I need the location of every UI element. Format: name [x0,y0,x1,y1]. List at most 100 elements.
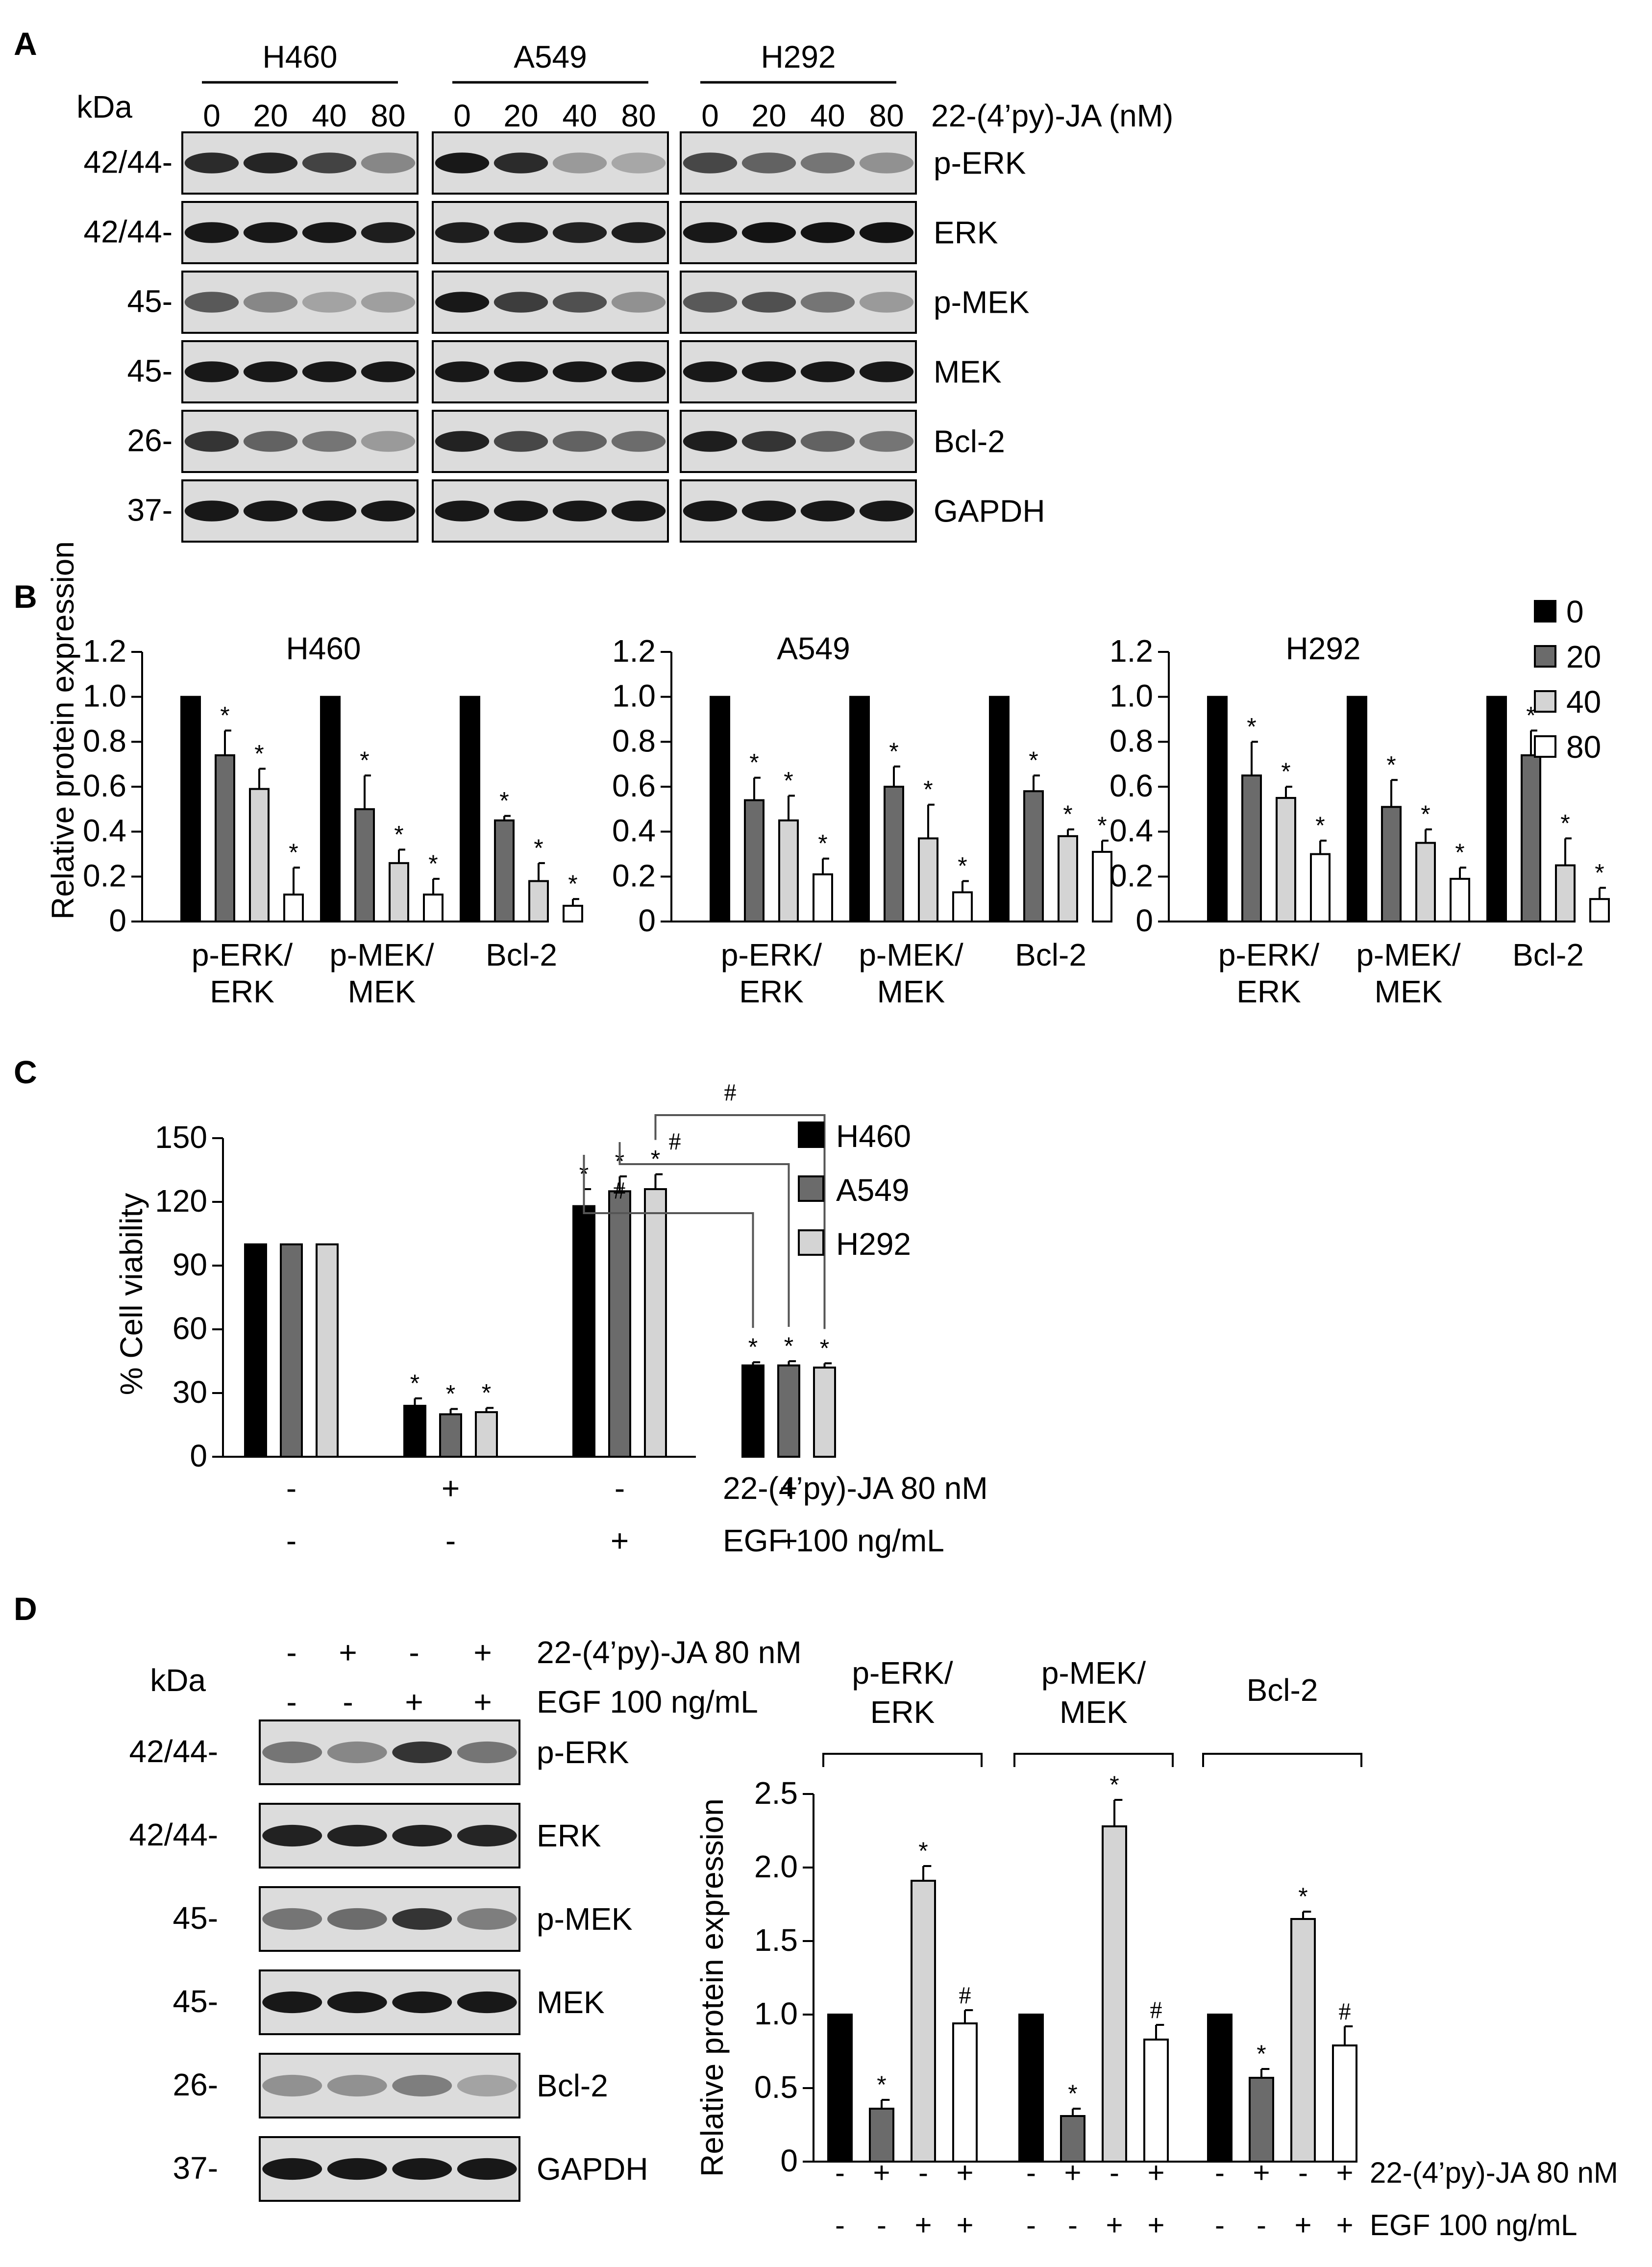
blot-band [435,431,490,452]
blot-band [457,1908,517,1930]
group-bracket [1013,1753,1174,1767]
blot-band [302,152,357,174]
significance-star: * [1386,751,1396,778]
blot-band [361,361,416,382]
panel-d-treatment-label-1: 22-(4’py)-JA 80 nM [537,1635,802,1670]
group-label-line: p-ERK/ [852,1655,953,1691]
bar [1290,1918,1316,2163]
kda-marker: 45- [127,284,173,319]
blot-band [611,292,666,313]
protein-label: MEK [934,354,1002,390]
blot-band [184,152,239,174]
legend-swatch [1534,645,1556,668]
group-label-line: ERK [870,1694,935,1730]
treatment-label: 22-(4’py)-JA (nM) [931,98,1173,133]
treatment-sign: - [835,2156,845,2189]
treatment-sign: + [339,1635,357,1670]
blot-band [741,361,796,382]
kda-marker: 37- [127,493,173,528]
treatment-sign: - [1110,2156,1119,2189]
blot-band [552,431,607,452]
category-label-line: MEK [348,974,416,1009]
blot-band [327,1824,387,1847]
blot-band [552,361,607,382]
protein-label: Bcl-2 [537,2068,608,2103]
significance-star: * [1029,747,1038,774]
bar [778,819,799,922]
bar [563,904,583,922]
panel-c-cell-viability-chart: % Cell viability 22-(4’py)-JA 80 nM EGF … [114,1078,988,1558]
category-label: Bcl-2 [486,937,557,972]
legend-swatch [1534,690,1556,713]
bar [1060,2115,1085,2163]
blot-band [683,500,738,522]
lane-label: 40 [810,98,845,133]
blot-band [435,292,490,313]
protein-label: MEK [537,1985,605,2020]
blot-band [435,152,490,174]
treatment-sign: + [1147,2209,1164,2242]
blot-band [435,222,490,243]
treatment-sign: - [343,1684,353,1719]
legend-swatch [798,1121,824,1148]
blot-band [392,2074,452,2097]
bar [1332,2044,1357,2163]
y-tick-label: 1.0 [83,678,126,714]
blot-band [457,1741,517,1764]
protein-label: Bcl-2 [934,424,1005,459]
group-label-line: MEK [1060,1694,1128,1730]
legend-swatch [798,1229,824,1256]
y-tick-label: 0.2 [83,858,126,893]
bar [1555,864,1576,922]
protein-label: GAPDH [537,2151,648,2187]
treatment-sign: - [1257,2209,1266,2242]
category-label-line: p-ERK/ [192,937,293,972]
treatment-sign: + [873,2156,890,2189]
category-label-line: MEK [877,974,945,1009]
protein-label: ERK [934,215,998,250]
bar [849,696,870,922]
blot-band [243,361,298,382]
lane-label: 40 [562,98,597,133]
category-label-line: p-MEK/ [329,937,434,972]
blot-band [361,222,416,243]
category-label: p-MEK/MEK [859,937,963,1009]
blot-band [741,152,796,174]
panel-c-y-axis-label: % Cell viability [114,1193,149,1395]
panel-a-western-blots: kDa 22-(4’py)-JA (nM) H460 0 20 40 80 A549 0 20… [76,39,1173,543]
blot-band [859,152,914,174]
protein-label: ERK [537,1818,601,1853]
blot-band [327,1991,387,2014]
blot-band [243,500,298,522]
blot-band [302,361,357,382]
bar [1415,842,1436,923]
cell-line-label: H292 [761,39,836,75]
y-tick-label: 0.8 [83,723,126,758]
blot-band [493,292,548,313]
legend-label: 40 [1566,684,1601,720]
protein-label: p-MEK [934,285,1030,320]
bar [869,2108,894,2163]
blot-band [392,1824,452,1847]
blot-band [552,222,607,243]
y-tick-label: 0.2 [1110,858,1153,893]
treatment-sign: + [473,1635,492,1670]
bar [1310,853,1331,922]
y-tick-label: 2.5 [754,1775,798,1811]
kda-marker: 42/44- [84,145,173,180]
y-tick-label: 1.2 [612,633,656,669]
comparison-marker: # [669,1127,681,1155]
chart-title: H292 [1286,631,1361,666]
bar [475,1411,498,1458]
treatment-sign: + [473,1684,492,1719]
bar [1521,754,1541,923]
bar [1241,774,1262,923]
panel-b-charts: Relative protein expression 0 0.2 0.4 0.6 0.… [45,541,1610,1009]
y-tick-label: 0 [638,903,656,938]
bar [249,788,270,923]
treatment-sign: + [1336,2156,1353,2189]
blot-band [457,1824,517,1847]
bar [1347,696,1367,922]
blot-band [302,292,357,313]
significance-star: * [482,1379,491,1406]
